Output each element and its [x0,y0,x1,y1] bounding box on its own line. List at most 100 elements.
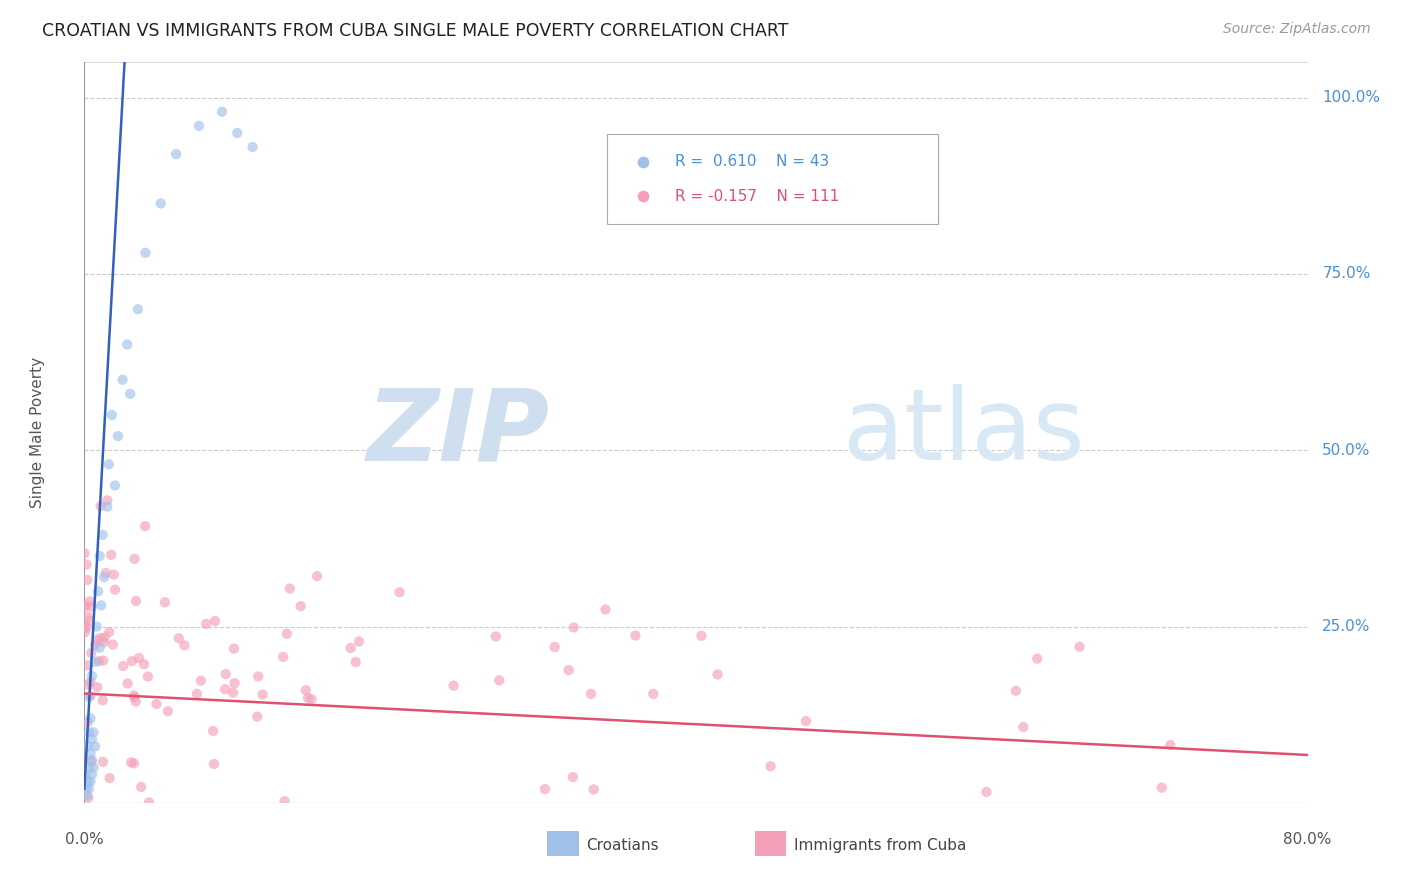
Point [135,245,157,260]
Point [84,739,107,754]
Point [278,582,301,596]
Point [98,625,121,640]
Point [222,686,245,700]
Point [79,711,101,725]
Point [97,458,120,472]
Point [112,659,135,673]
Text: R = -0.157    N = 111: R = -0.157 N = 111 [675,188,839,203]
Point [76,609,98,624]
Point [80,732,103,747]
Point [276,627,298,641]
Point [93,631,115,645]
Point [79,594,101,608]
Text: 25.0%: 25.0% [1322,619,1371,634]
Point [80,646,103,660]
Point [87,584,110,599]
Point [91,693,114,707]
Text: Source: ZipAtlas.com: Source: ZipAtlas.com [1223,22,1371,37]
Point [90,499,112,513]
Point [153,595,176,609]
Text: 80.0%: 80.0% [1284,832,1331,847]
FancyBboxPatch shape [547,831,578,856]
Point [145,697,167,711]
Point [79,774,101,789]
Point [77,658,100,673]
Point [242,140,264,154]
Point [76,739,98,754]
FancyBboxPatch shape [755,831,786,856]
Point [80,754,103,768]
Text: Croatians: Croatians [586,838,658,853]
Point [195,616,218,631]
Point [544,640,567,654]
Point [215,667,238,681]
Point [128,651,150,665]
Point [124,552,146,566]
Point [136,669,159,683]
Point [77,690,100,704]
Point [79,614,101,628]
Point [77,781,100,796]
Point [347,634,370,648]
Point [121,654,143,668]
Point [100,548,122,562]
Point [582,782,605,797]
Point [129,780,152,794]
Point [86,619,108,633]
Point [104,478,127,492]
Point [772,218,794,232]
Point [80,599,103,614]
Point [794,714,817,728]
Point [91,755,114,769]
Point [165,147,187,161]
Point [73,546,96,560]
Point [271,649,294,664]
Text: 100.0%: 100.0% [1322,90,1381,105]
Point [73,599,96,613]
Point [90,599,112,613]
Point [94,566,117,580]
Point [307,569,329,583]
Point [79,674,101,689]
Point [976,785,998,799]
Point [125,594,148,608]
Point [186,687,208,701]
Point [149,196,172,211]
Point [120,756,142,770]
FancyBboxPatch shape [606,135,938,224]
Text: 0.0%: 0.0% [65,832,104,847]
Point [77,790,100,805]
Point [103,567,125,582]
Point [122,756,145,771]
Point [224,676,246,690]
Point [339,640,361,655]
Text: Immigrants from Cuba: Immigrants from Cuba [794,838,966,853]
Point [79,747,101,761]
Point [772,186,794,200]
Point [104,582,127,597]
Point [73,625,96,640]
Point [443,679,465,693]
Point [624,628,647,642]
Point [294,683,316,698]
Point [202,723,225,738]
Point [690,629,713,643]
Point [93,635,115,649]
Point [79,689,101,703]
Point [75,621,97,635]
Text: 50.0%: 50.0% [1322,442,1371,458]
Point [202,757,225,772]
Point [1005,683,1028,698]
Point [557,663,579,677]
Point [89,631,111,645]
Point [89,654,111,668]
Point [101,408,124,422]
Point [76,789,98,803]
Point [595,602,617,616]
Point [226,126,249,140]
Point [252,688,274,702]
Point [76,573,98,587]
Point [96,493,118,508]
Point [86,681,108,695]
Point [89,549,111,563]
